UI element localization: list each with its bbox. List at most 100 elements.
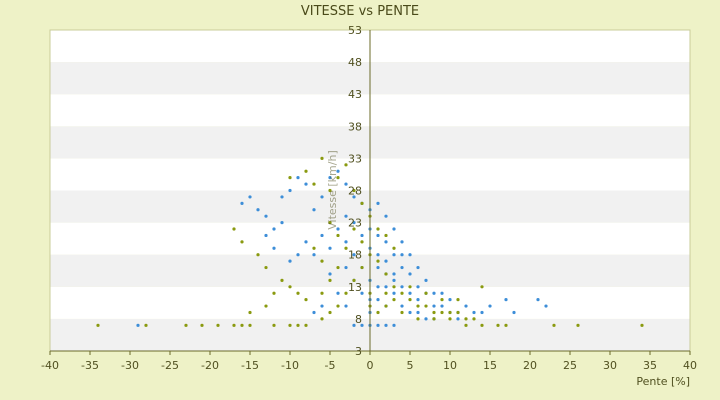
x-tick-label: -40	[41, 359, 59, 372]
data-point	[312, 246, 316, 250]
data-point	[392, 246, 396, 250]
data-point	[384, 233, 388, 238]
data-point	[304, 240, 308, 244]
chart-title: VITESSE vs PENTE	[301, 4, 419, 19]
data-point	[448, 298, 452, 302]
data-point	[256, 253, 260, 257]
data-point	[184, 323, 188, 327]
data-point	[416, 317, 420, 321]
data-point	[336, 265, 340, 270]
data-point	[360, 291, 364, 295]
data-point	[296, 253, 300, 257]
data-point	[96, 323, 100, 327]
y-tick-label: 13	[348, 281, 362, 294]
x-tick-label: -5	[325, 359, 336, 372]
data-point	[536, 298, 540, 302]
data-point	[456, 298, 460, 302]
x-tick-label: 30	[603, 359, 617, 372]
data-point	[384, 240, 388, 244]
x-ticks: -40 -35 -30 -25 -20 -15 -10 -5 0 5 10 15 20 25 30 35 40	[41, 351, 697, 372]
data-point	[384, 272, 388, 276]
data-point	[376, 310, 380, 315]
data-point	[464, 323, 468, 327]
data-point	[304, 298, 308, 302]
data-point	[360, 233, 364, 238]
data-point	[384, 291, 388, 295]
data-point	[504, 298, 508, 302]
data-point	[288, 323, 292, 327]
data-point	[400, 291, 404, 295]
data-point	[392, 291, 396, 295]
data-point	[312, 253, 316, 257]
x-tick-label: 20	[523, 359, 537, 372]
data-point	[512, 310, 516, 315]
data-point	[552, 323, 556, 327]
data-point	[264, 304, 268, 308]
y-tick-label: 18	[348, 249, 362, 262]
data-point	[312, 182, 316, 186]
data-point	[352, 195, 356, 199]
y-tick-label: 43	[348, 88, 362, 101]
data-point	[256, 208, 260, 212]
data-point	[504, 323, 508, 327]
data-point	[272, 227, 276, 231]
data-point	[344, 304, 348, 308]
data-point	[472, 317, 476, 321]
data-point	[352, 227, 356, 231]
data-point	[280, 221, 284, 225]
data-point	[200, 323, 204, 327]
data-point	[288, 285, 292, 289]
data-point	[408, 285, 412, 289]
data-point	[304, 182, 308, 186]
data-point	[440, 298, 444, 302]
data-point	[264, 214, 268, 218]
y-tick-label: 3	[355, 345, 362, 358]
data-point	[320, 233, 324, 238]
data-point	[448, 317, 452, 321]
x-tick-label: -10	[281, 359, 299, 372]
data-points	[96, 156, 644, 327]
data-point	[440, 310, 444, 315]
data-point	[376, 323, 380, 327]
data-point	[424, 304, 428, 308]
data-point	[344, 214, 348, 218]
data-point	[240, 201, 244, 205]
y-tick-label: 53	[348, 24, 362, 37]
data-point	[264, 233, 268, 238]
data-point	[328, 310, 332, 315]
data-point	[336, 227, 340, 231]
data-point	[280, 278, 284, 282]
x-tick-label: 0	[367, 359, 374, 372]
data-point	[392, 272, 396, 276]
data-point	[392, 298, 396, 302]
data-point	[384, 323, 388, 327]
data-point	[400, 240, 404, 244]
y-tick-label: 23	[348, 217, 362, 230]
data-point	[496, 323, 500, 327]
data-point	[352, 221, 356, 225]
data-point	[328, 246, 332, 250]
data-point	[416, 304, 420, 308]
data-point	[424, 317, 428, 321]
data-point	[328, 188, 332, 193]
data-point	[384, 304, 388, 308]
x-tick-label: -25	[161, 359, 179, 372]
data-point	[320, 291, 324, 295]
data-point	[296, 323, 300, 327]
y-tick-label: 33	[348, 152, 362, 165]
data-point	[376, 265, 380, 270]
data-point	[384, 259, 388, 263]
data-point	[352, 278, 356, 282]
y-tick-label: 28	[348, 185, 362, 198]
data-point	[440, 304, 444, 308]
data-point	[480, 310, 484, 315]
data-point	[272, 291, 276, 295]
data-point	[336, 304, 340, 308]
data-point	[416, 285, 420, 289]
data-point	[376, 233, 380, 238]
data-point	[328, 221, 332, 225]
data-point	[376, 259, 380, 263]
data-point	[320, 195, 324, 199]
data-point	[288, 188, 292, 193]
